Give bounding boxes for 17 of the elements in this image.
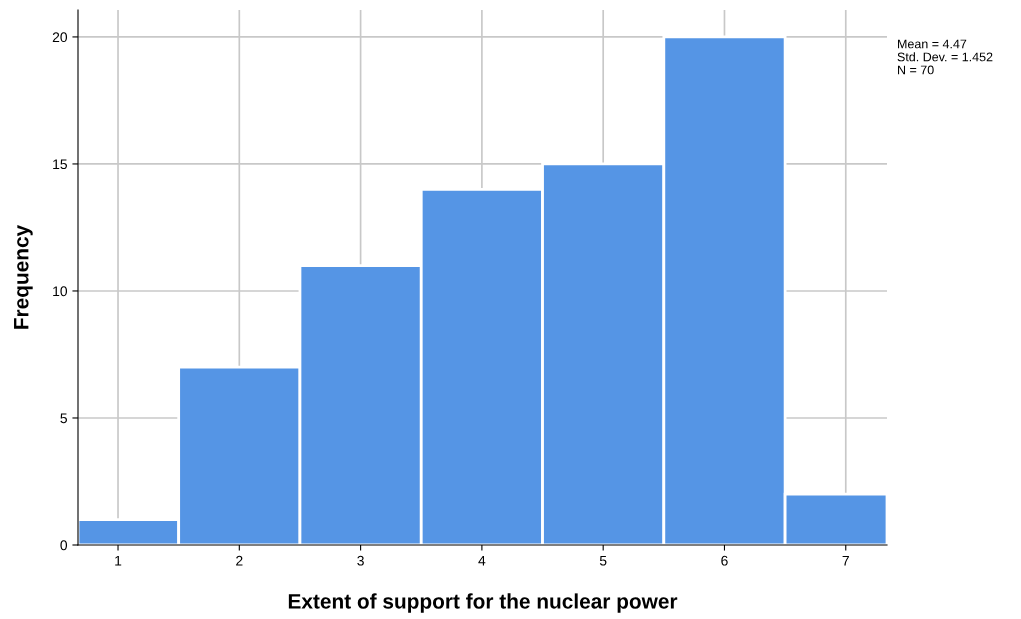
- text: Std. Dev. = 1.452: [897, 52, 993, 62]
- text: N = 70: [898, 65, 934, 75]
- x-tick-label: 1: [115, 555, 122, 566]
- y-tick-label: 15: [53, 159, 67, 170]
- y-tick-label: 0: [60, 540, 68, 551]
- text: Mean = 4.47: [898, 39, 967, 49]
- x-tick-label: 4: [478, 555, 486, 566]
- x-axis-title: Extent of support for the nuclear power: [288, 593, 678, 613]
- x-tick-label: 2: [236, 555, 243, 566]
- y-axis-title: Frequency: [14, 224, 33, 329]
- y-tick-label: 20: [52, 32, 68, 43]
- x-tick-label: 3: [357, 555, 364, 566]
- x-tick-label: 5: [599, 555, 607, 566]
- x-tick-label: 7: [842, 555, 849, 566]
- x-tick-label: 6: [721, 555, 728, 566]
- y-tick-label: 5: [60, 413, 67, 424]
- y-tick-label: 10: [53, 286, 68, 297]
